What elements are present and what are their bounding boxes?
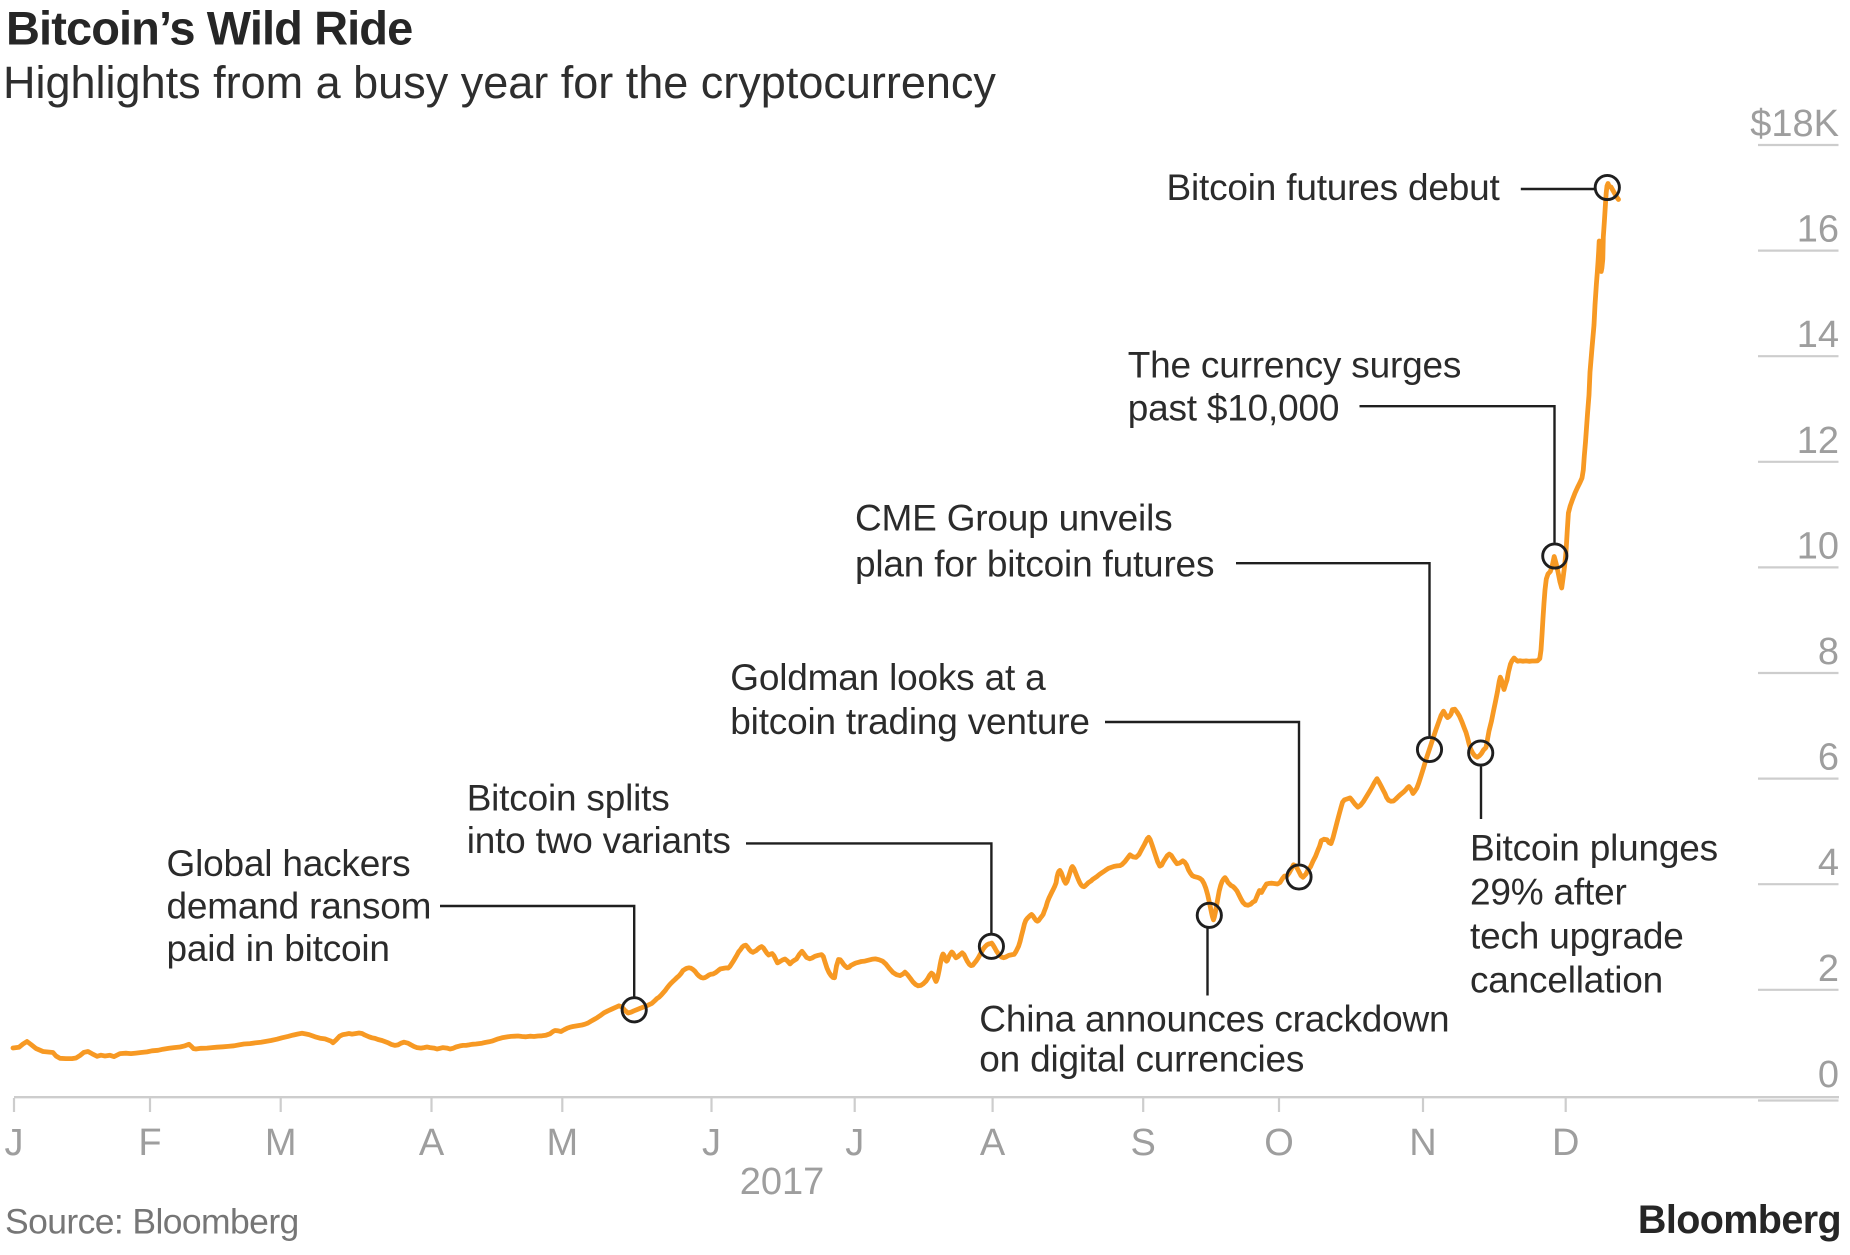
- svg-text:M: M: [265, 1122, 297, 1164]
- svg-text:10: 10: [1797, 525, 1839, 567]
- svg-text:tech upgrade: tech upgrade: [1470, 916, 1684, 957]
- svg-text:O: O: [1264, 1122, 1294, 1164]
- svg-text:A: A: [419, 1122, 445, 1164]
- svg-text:N: N: [1409, 1122, 1436, 1164]
- svg-text:D: D: [1552, 1122, 1579, 1164]
- svg-text:S: S: [1131, 1122, 1156, 1164]
- svg-text:4: 4: [1818, 842, 1839, 884]
- svg-text:cancellation: cancellation: [1470, 960, 1663, 1001]
- svg-text:$18K: $18K: [1750, 103, 1839, 145]
- svg-text:on digital currencies: on digital currencies: [979, 1039, 1304, 1080]
- svg-text:16: 16: [1797, 209, 1839, 251]
- svg-text:Highlights from a busy year fo: Highlights from a busy year for the cryp…: [3, 57, 996, 108]
- svg-text:J: J: [5, 1122, 24, 1164]
- svg-text:demand ransom: demand ransom: [167, 886, 432, 927]
- svg-text:12: 12: [1797, 420, 1839, 462]
- svg-text:The currency surges: The currency surges: [1128, 344, 1461, 385]
- svg-text:29% after: 29% after: [1470, 872, 1627, 913]
- svg-text:bitcoin trading venture: bitcoin trading venture: [730, 701, 1089, 742]
- svg-text:China announces crackdown: China announces crackdown: [979, 999, 1449, 1040]
- svg-text:plan for bitcoin futures: plan for bitcoin futures: [855, 544, 1214, 585]
- svg-text:Bitcoin plunges: Bitcoin plunges: [1470, 828, 1718, 869]
- svg-text:F: F: [138, 1122, 161, 1164]
- svg-text:Bitcoin futures debut: Bitcoin futures debut: [1167, 167, 1501, 208]
- svg-text:2017: 2017: [740, 1161, 825, 1203]
- svg-text:Global hackers: Global hackers: [167, 843, 411, 884]
- svg-text:Source: Bloomberg: Source: Bloomberg: [5, 1202, 299, 1242]
- svg-text:M: M: [546, 1122, 578, 1164]
- svg-text:past $10,000: past $10,000: [1128, 388, 1340, 429]
- svg-text:2: 2: [1818, 948, 1839, 990]
- svg-text:paid in bitcoin: paid in bitcoin: [167, 928, 390, 969]
- svg-text:J: J: [702, 1122, 721, 1164]
- svg-text:CME Group unveils: CME Group unveils: [855, 498, 1172, 539]
- svg-text:into two variants: into two variants: [467, 820, 731, 861]
- svg-text:Goldman looks at a: Goldman looks at a: [730, 657, 1046, 698]
- svg-text:14: 14: [1797, 314, 1839, 356]
- svg-text:Bitcoin’s Wild Ride: Bitcoin’s Wild Ride: [6, 2, 412, 55]
- svg-text:0: 0: [1818, 1054, 1839, 1096]
- svg-text:Bitcoin splits: Bitcoin splits: [467, 778, 670, 819]
- svg-text:J: J: [845, 1122, 864, 1164]
- svg-text:8: 8: [1818, 631, 1839, 673]
- svg-text:6: 6: [1818, 737, 1839, 779]
- svg-text:Bloomberg: Bloomberg: [1638, 1198, 1841, 1242]
- svg-text:A: A: [980, 1122, 1006, 1164]
